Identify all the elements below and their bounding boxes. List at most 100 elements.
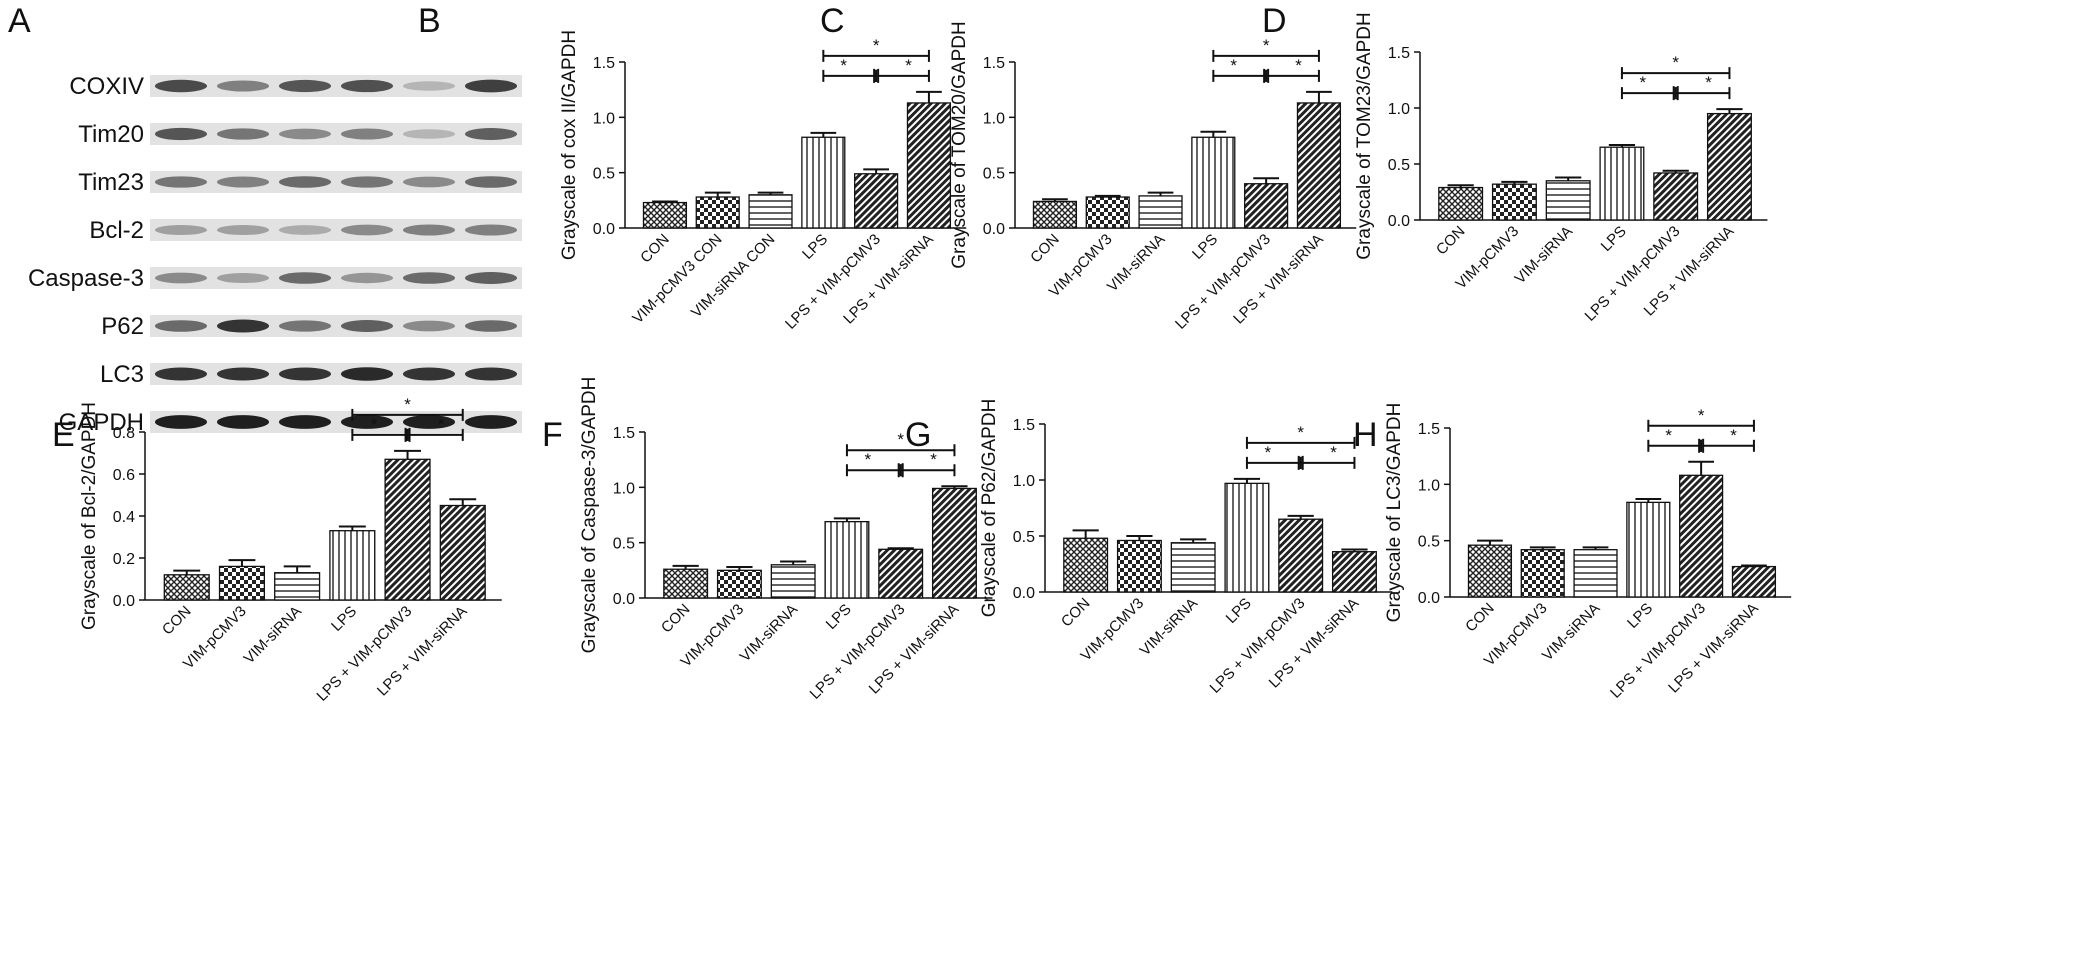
panel-letter-e: E [52,416,75,454]
bar [1085,196,1130,229]
y-tick-label: 0.0 [1388,213,1410,230]
bar [1244,183,1289,229]
significance-star: * [905,56,912,75]
x-category-label: LPS [1189,231,1221,263]
blot-label: P62 [101,313,144,340]
significance-star: * [404,395,411,414]
y-tick-label: 1.0 [593,110,615,127]
blot-band [154,224,208,236]
y-axis-title: Grayscale of Bcl-2/GAPDH [79,402,100,630]
bar [1331,551,1377,593]
bar [801,136,846,229]
blot-band [216,272,270,284]
x-category-label: LPS + VIM-pCMV3 [1172,231,1274,333]
western-blot-panel: A COXIV Tim20 Tim23 Bcl-2 Caspase-3 P62 LC3 GAP… [8,2,522,436]
bar [1296,102,1342,229]
y-axis-title: Grayscale of P62/GAPDH [979,399,1000,618]
blot-band [464,320,518,332]
blot-band [154,320,208,332]
blot-band [402,176,456,188]
bar [1116,539,1162,593]
blot-band [340,320,394,332]
blot-band [464,415,518,429]
bar [1138,195,1183,229]
y-tick-label: 0.8 [113,425,135,442]
bar [1706,112,1752,221]
bar [384,458,431,601]
y-tick-label: 0.0 [1013,585,1035,602]
y-tick-label: 0.5 [1013,529,1035,546]
blot-band [216,367,270,381]
y-tick-label: 1.5 [593,55,615,72]
significance-star: * [1330,443,1337,462]
bar [1626,501,1671,598]
y-tick-label: 0.5 [613,536,635,553]
x-category-label: LPS [799,231,831,263]
bar [854,173,899,229]
blot-band [216,176,270,188]
x-category-label: VIM-siRNA [737,601,801,665]
x-category-label: LPS + VIM-pCMV3 [1207,595,1309,697]
blot-label: Bcl-2 [89,217,144,244]
panel-letter-b: B [418,2,441,40]
bar [1438,186,1484,221]
y-tick-label: 1.5 [1418,421,1440,438]
y-tick-label: 0.6 [113,467,135,484]
x-category-label: VIM-siRNA [241,603,305,667]
y-tick-label: 1.5 [613,425,635,442]
blot-band [402,272,456,284]
blot-band [278,415,332,429]
y-tick-label: 1.0 [613,480,635,497]
blot-band [154,272,208,284]
bar [1545,180,1591,221]
y-tick-label: 0.5 [1418,534,1440,551]
y-axis-title: Grayscale of TOM23/GAPDH [1354,12,1375,259]
blot-band [340,272,394,284]
x-category-label: CON [1462,600,1498,636]
significance-star: * [1665,426,1672,445]
bar [274,572,321,601]
chart-panel-e: E 0.0 0.2 0.4 0.6 0.8 Grayscale of Bcl-2/GAPDH… [52,395,502,705]
blot-band [464,128,518,140]
bar [1520,549,1565,598]
y-tick-label: 0.5 [1388,157,1410,174]
y-tick-label: 1.0 [1418,477,1440,494]
blot-band [278,367,332,381]
x-category-label: VIM-siRNA [1539,600,1603,664]
significance-star: * [438,415,445,434]
blot-band [278,176,332,188]
x-category-label: LPS + VIM-siRNA [866,601,963,698]
significance-star: * [865,450,872,469]
blot-band [340,224,394,236]
x-category-label: VIM-siRNA [1104,231,1168,295]
bar [1653,172,1699,221]
panel-letter-a: A [8,2,31,40]
bar [1032,200,1078,229]
x-category-label: LPS [328,603,360,635]
blot-band [216,128,270,140]
blot-band [402,415,456,429]
bar [878,548,924,599]
bar [1573,549,1618,598]
significance-star: * [1640,73,1647,92]
y-tick-label: 1.0 [1388,101,1410,118]
significance-star: * [1295,56,1302,75]
blot-band [402,224,456,236]
blot-label: LC3 [100,361,144,388]
x-category-label: CON [637,231,673,267]
blot-label: GAPDH [59,409,144,436]
y-tick-label: 1.0 [983,110,1005,127]
blot-label: Tim20 [78,121,144,148]
panel-letter-f: F [542,416,563,454]
x-category-label: LPS + VIM-pCMV3 [1582,223,1684,325]
blot-band [340,79,394,93]
bar [748,194,793,229]
x-category-label: CON [658,601,694,637]
blot-band [154,367,208,381]
significance-star: * [1730,426,1737,445]
blot-band [464,224,518,236]
chart-panel-h: H 0.0 0.5 1.0 1.5 Grayscale of LC3/GAPDH CON VI… [1353,403,1792,702]
blot-band [340,176,394,188]
panel-letter-c: C [820,2,845,40]
blot-band [340,128,394,140]
